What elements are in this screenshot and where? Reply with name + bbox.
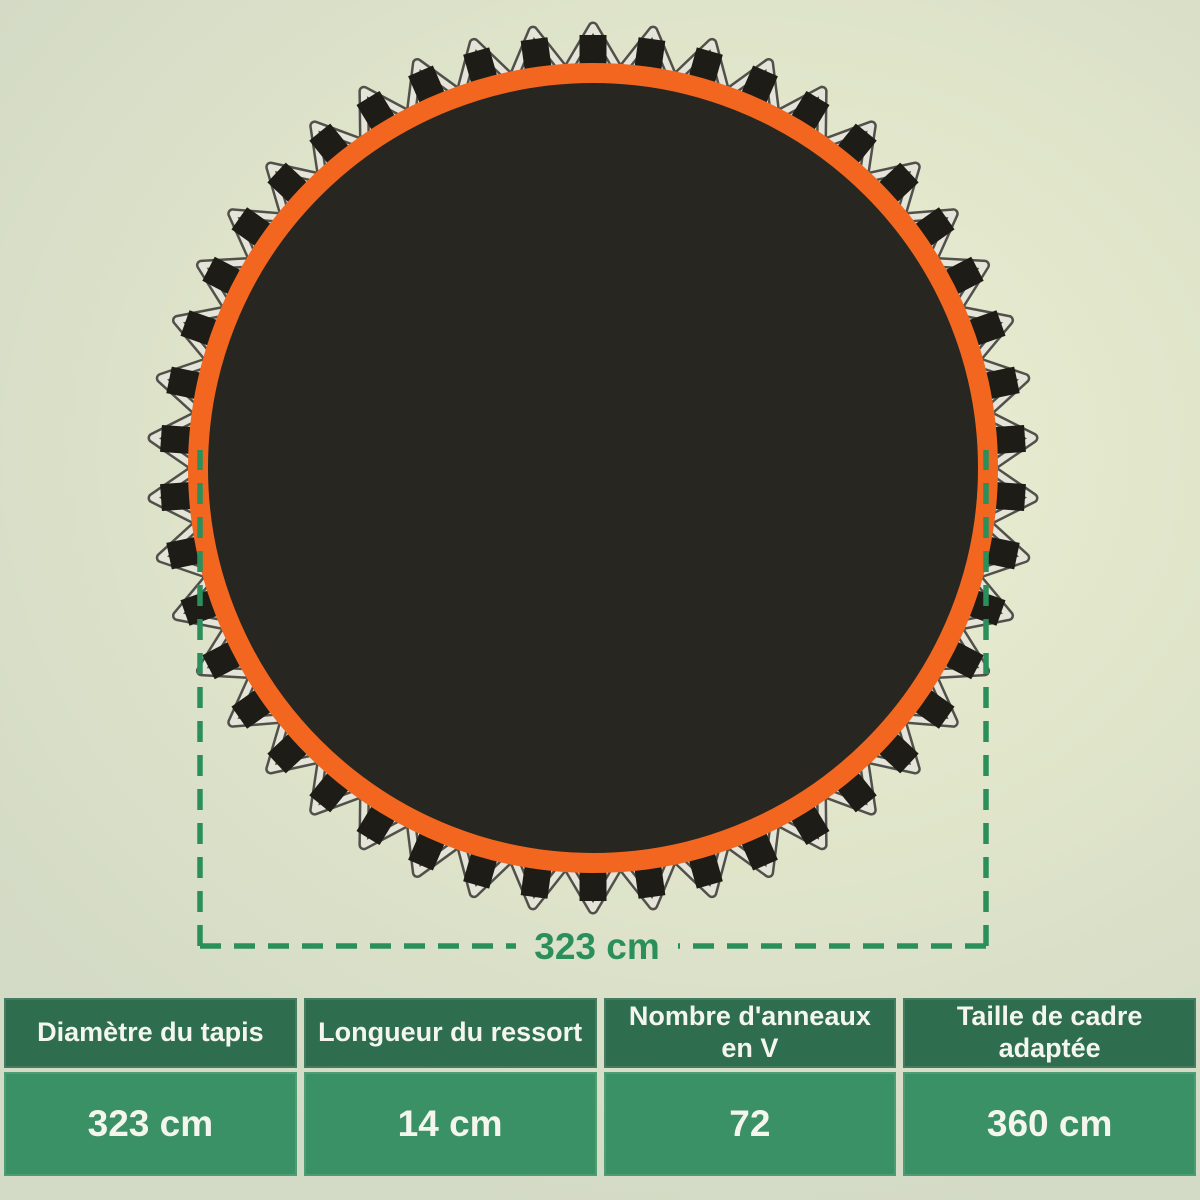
spec-header-vring-count: Nombre d'anneaux en V — [603, 998, 897, 1068]
jumping-mat — [188, 63, 998, 873]
spec-value-vring-count: 72 — [603, 1072, 897, 1176]
spec-table: Diamètre du tapis Longueur du ressort No… — [4, 998, 1196, 1176]
spec-header-frame-size: Taille de cadre adaptée — [903, 998, 1196, 1068]
trampoline-mat-graphic: 323 cm — [147, 21, 1039, 967]
diameter-measurement: 323 cm — [197, 450, 989, 967]
spec-header-mat-diameter: Diamètre du tapis — [4, 998, 297, 1068]
diameter-label: 323 cm — [534, 926, 660, 967]
spec-value-frame-size: 360 cm — [903, 1072, 1196, 1176]
spec-value-spring-length: 14 cm — [303, 1072, 597, 1176]
spec-header-spring-length: Longueur du ressort — [303, 998, 597, 1068]
spec-value-mat-diameter: 323 cm — [4, 1072, 297, 1176]
